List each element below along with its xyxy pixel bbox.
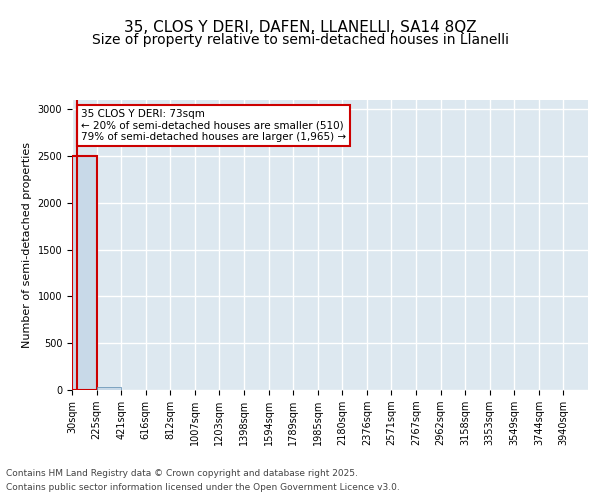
Y-axis label: Number of semi-detached properties: Number of semi-detached properties bbox=[22, 142, 32, 348]
Text: 35 CLOS Y DERI: 73sqm
← 20% of semi-detached houses are smaller (510)
79% of sem: 35 CLOS Y DERI: 73sqm ← 20% of semi-deta… bbox=[81, 108, 346, 142]
Text: 35, CLOS Y DERI, DAFEN, LLANELLI, SA14 8QZ: 35, CLOS Y DERI, DAFEN, LLANELLI, SA14 8… bbox=[124, 20, 476, 35]
Bar bbox=[72, 156, 97, 390]
Text: Size of property relative to semi-detached houses in Llanelli: Size of property relative to semi-detach… bbox=[91, 33, 509, 47]
Bar bbox=[97, 387, 121, 390]
Text: Contains HM Land Registry data © Crown copyright and database right 2025.: Contains HM Land Registry data © Crown c… bbox=[6, 468, 358, 477]
Text: Contains public sector information licensed under the Open Government Licence v3: Contains public sector information licen… bbox=[6, 484, 400, 492]
